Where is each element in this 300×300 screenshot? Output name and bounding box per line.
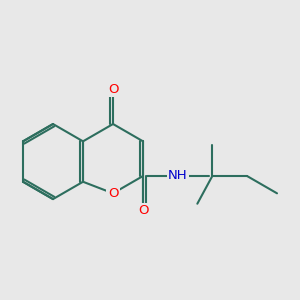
Text: O: O <box>138 204 148 217</box>
Text: NH: NH <box>168 169 188 182</box>
Text: O: O <box>108 83 118 96</box>
Text: O: O <box>108 187 118 200</box>
